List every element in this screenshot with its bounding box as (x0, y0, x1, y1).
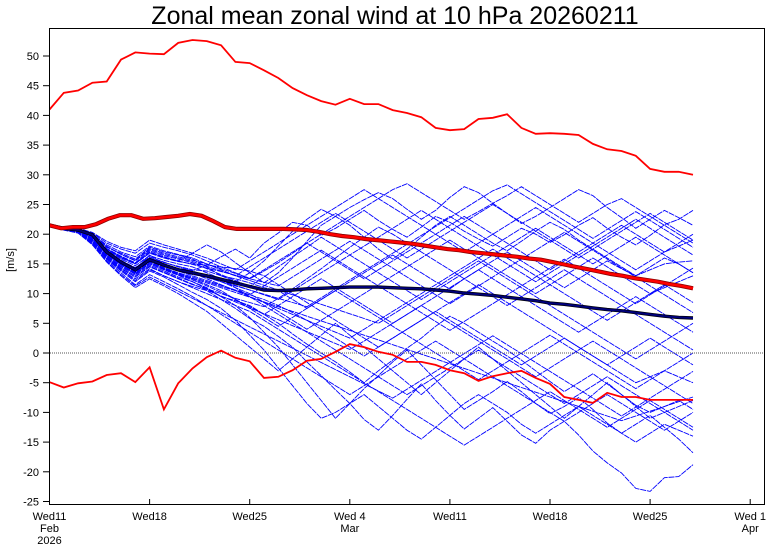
ensemble-member-line (50, 189, 694, 271)
extreme-line (50, 343, 693, 412)
ensemble-member-line (50, 224, 694, 333)
x-tick-label: Wed18 (533, 511, 568, 523)
x-tick-label: Wed25 (633, 511, 668, 523)
ensemble-member-line (50, 224, 694, 431)
y-tick-label: 25 (27, 200, 39, 212)
x-tick-label: Wed18 (132, 511, 167, 523)
y-tick-label: 0 (33, 348, 39, 360)
x-tick-label: Wed 4 (334, 511, 366, 523)
y-tick-label: -15 (23, 437, 39, 449)
y-tick-label: -25 (23, 497, 39, 509)
ensemble-member-line (50, 224, 694, 390)
y-tick-label: 30 (27, 170, 39, 182)
y-tick-label: 50 (27, 51, 39, 63)
ensemble-member-line (50, 224, 694, 301)
ensemble-member-line (50, 224, 694, 366)
y-tick-label: 10 (27, 289, 39, 301)
plot-frame (49, 28, 765, 505)
x-tick-label: Feb (40, 523, 59, 535)
y-tick-label: -5 (29, 378, 39, 390)
ensemble-member-line (50, 224, 694, 309)
y-tick-label: 45 (27, 81, 39, 93)
y-axis: -25 -20 -15 -10 -5 0 5 10 15 20 25 30 35 40 45 50 (23, 51, 50, 509)
ensemble-member-line (50, 226, 694, 431)
ensemble-member-line (50, 215, 694, 280)
y-tick-label: 35 (27, 140, 39, 152)
y-tick-label: 40 (27, 110, 39, 122)
plot-area (50, 39, 764, 492)
ensemble-member-line (50, 226, 694, 404)
y-tick-label: -20 (23, 467, 39, 479)
ensemble-member-line (50, 203, 694, 277)
ensemble-member-line (50, 224, 694, 454)
climatology-line (50, 212, 694, 290)
ensemble-mean-line (50, 224, 694, 319)
ensemble-member-line (50, 224, 694, 360)
y-tick-label: 5 (33, 318, 39, 330)
y-tick-label: 20 (27, 229, 39, 241)
x-tick-label: Wed25 (232, 511, 267, 523)
ensemble-member-line (50, 225, 694, 351)
y-axis-label: [m/s] (5, 248, 17, 272)
x-tick-label: 2026 (37, 535, 61, 547)
x-tick-label: Apr (742, 523, 759, 535)
ensemble-member-line (50, 224, 694, 313)
ensemble-member-line (50, 183, 694, 280)
x-tick-label: Mar (340, 523, 359, 535)
x-tick-label: Wed 1 (734, 511, 766, 523)
y-tick-label: -10 (23, 407, 39, 419)
x-tick-label: Wed11 (433, 511, 467, 523)
y-tick-label: 15 (27, 259, 39, 271)
ensemble-member-line (50, 186, 694, 284)
ensemble-member-line (50, 226, 694, 443)
ensemble-member-line (50, 226, 694, 417)
ensemble-member-line (50, 225, 694, 422)
ensemble-member-line (50, 208, 694, 283)
ensemble-member-line (50, 225, 694, 446)
ensemble-member-line (50, 226, 694, 492)
chart-title: Zonal mean zonal wind at 10 hPa 20260211 (151, 2, 638, 30)
extreme-line (50, 39, 694, 176)
x-tick-label: Wed11 (33, 511, 67, 523)
